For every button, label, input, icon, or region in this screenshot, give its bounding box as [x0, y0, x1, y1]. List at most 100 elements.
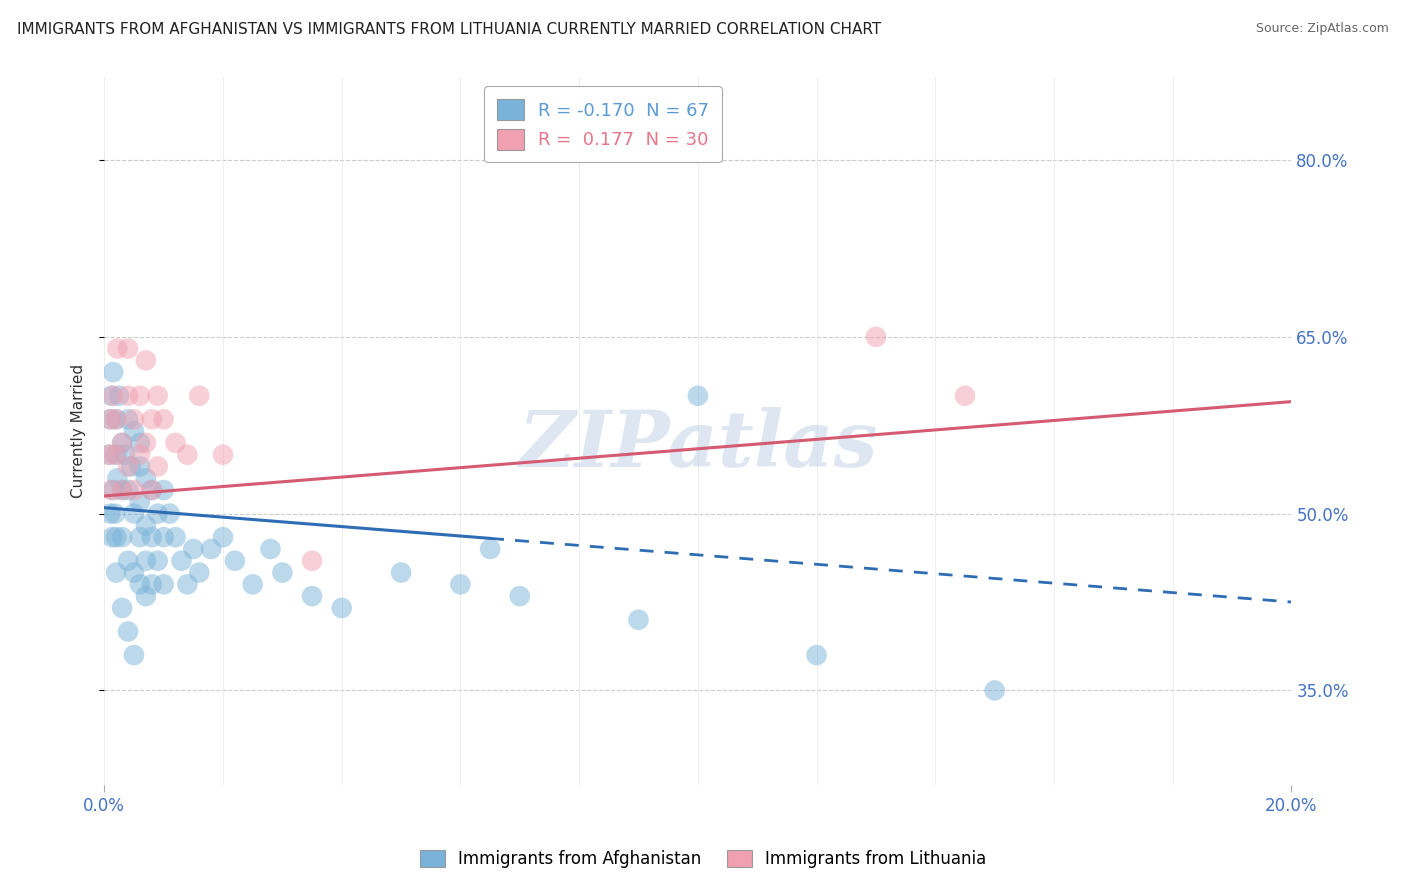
Point: [122, 424, 145, 438]
Point: [122, 412, 145, 426]
Point: [117, 554, 139, 568]
Point: [146, 554, 169, 568]
Point: [152, 412, 174, 426]
Legend: Immigrants from Afghanistan, Immigrants from Lithuania: Immigrants from Afghanistan, Immigrants …: [413, 843, 993, 875]
Point: [122, 648, 145, 662]
Point: [135, 589, 157, 603]
Point: [98, 448, 121, 462]
Point: [104, 448, 127, 462]
Point: [105, 412, 128, 426]
Point: [152, 530, 174, 544]
Point: [105, 530, 128, 544]
Point: [117, 412, 139, 426]
Point: [111, 530, 134, 544]
Point: [141, 483, 163, 497]
Point: [159, 507, 181, 521]
Point: [176, 448, 198, 462]
Point: [152, 483, 174, 497]
Point: [259, 541, 281, 556]
Point: [98, 412, 121, 426]
Point: [865, 330, 887, 344]
Point: [135, 554, 157, 568]
Point: [105, 566, 128, 580]
Point: [301, 554, 323, 568]
Point: [122, 483, 145, 497]
Point: [170, 554, 193, 568]
Point: [188, 389, 211, 403]
Point: [111, 436, 134, 450]
Point: [141, 412, 163, 426]
Point: [129, 495, 152, 509]
Point: [108, 389, 131, 403]
Point: [100, 483, 122, 497]
Point: [271, 566, 294, 580]
Point: [212, 448, 235, 462]
Point: [135, 436, 157, 450]
Point: [135, 353, 157, 368]
Point: [100, 389, 122, 403]
Point: [104, 507, 127, 521]
Point: [129, 389, 152, 403]
Point: [111, 436, 134, 450]
Point: [122, 566, 145, 580]
Point: [98, 507, 121, 521]
Point: [117, 624, 139, 639]
Point: [200, 541, 222, 556]
Point: [122, 507, 145, 521]
Point: [129, 577, 152, 591]
Point: [103, 389, 125, 403]
Point: [129, 448, 152, 462]
Point: [103, 483, 125, 497]
Point: [114, 448, 136, 462]
Point: [117, 483, 139, 497]
Point: [105, 471, 128, 485]
Point: [135, 471, 157, 485]
Point: [152, 577, 174, 591]
Point: [212, 530, 235, 544]
Point: [389, 566, 412, 580]
Point: [627, 613, 650, 627]
Legend: R = -0.170  N = 67, R =  0.177  N = 30: R = -0.170 N = 67, R = 0.177 N = 30: [484, 87, 721, 162]
Text: IMMIGRANTS FROM AFGHANISTAN VS IMMIGRANTS FROM LITHUANIA CURRENTLY MARRIED CORRE: IMMIGRANTS FROM AFGHANISTAN VS IMMIGRANT…: [17, 22, 882, 37]
Point: [105, 448, 128, 462]
Point: [129, 459, 152, 474]
Text: Source: ZipAtlas.com: Source: ZipAtlas.com: [1256, 22, 1389, 36]
Point: [98, 412, 121, 426]
Point: [117, 389, 139, 403]
Point: [953, 389, 976, 403]
Point: [111, 601, 134, 615]
Point: [165, 530, 187, 544]
Point: [449, 577, 471, 591]
Point: [242, 577, 264, 591]
Point: [105, 342, 128, 356]
Point: [176, 577, 198, 591]
Point: [141, 530, 163, 544]
Point: [165, 436, 187, 450]
Point: [224, 554, 246, 568]
Point: [330, 601, 353, 615]
Point: [183, 541, 205, 556]
Point: [141, 483, 163, 497]
Point: [103, 365, 125, 379]
Text: ZIPatlas: ZIPatlas: [519, 407, 877, 483]
Point: [105, 412, 128, 426]
Point: [117, 342, 139, 356]
Point: [98, 448, 121, 462]
Point: [146, 389, 169, 403]
Point: [111, 483, 134, 497]
Point: [117, 459, 139, 474]
Point: [509, 589, 531, 603]
Point: [141, 577, 163, 591]
Point: [983, 683, 1005, 698]
Point: [301, 589, 323, 603]
Point: [111, 483, 134, 497]
Y-axis label: Currently Married: Currently Married: [72, 364, 86, 498]
Point: [188, 566, 211, 580]
Point: [101, 530, 124, 544]
Point: [686, 389, 709, 403]
Point: [129, 530, 152, 544]
Point: [146, 507, 169, 521]
Point: [146, 459, 169, 474]
Point: [806, 648, 828, 662]
Point: [479, 541, 502, 556]
